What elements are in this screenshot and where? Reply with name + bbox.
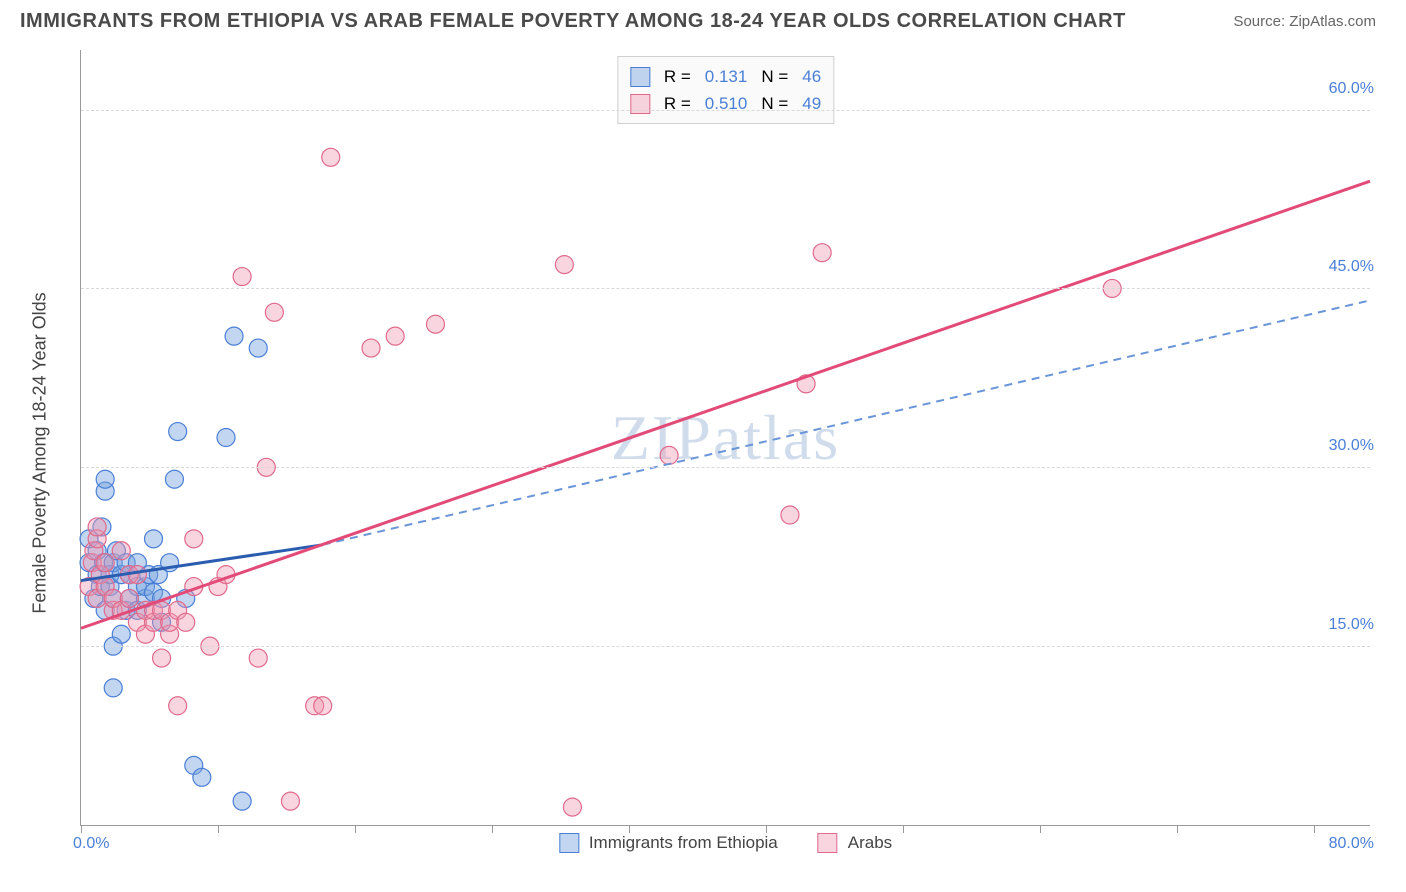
gridline	[81, 467, 1370, 468]
r-value-arabs: 0.510	[705, 90, 748, 117]
data-point	[96, 470, 114, 488]
legend-row-ethiopia: R = 0.131 N = 46	[630, 63, 821, 90]
n-value-arabs: 49	[802, 90, 821, 117]
data-point	[314, 697, 332, 715]
header: IMMIGRANTS FROM ETHIOPIA VS ARAB FEMALE …	[0, 0, 1406, 43]
data-point	[169, 423, 187, 441]
data-point	[322, 148, 340, 166]
swatch-ethiopia-icon	[559, 833, 579, 853]
data-point	[165, 470, 183, 488]
chart-title: IMMIGRANTS FROM ETHIOPIA VS ARAB FEMALE …	[20, 10, 1126, 33]
x-tick	[903, 825, 904, 833]
data-point	[555, 256, 573, 274]
r-value-ethiopia: 0.131	[705, 63, 748, 90]
data-point	[660, 446, 678, 464]
data-point	[281, 792, 299, 810]
data-point	[88, 518, 106, 536]
x-tick	[81, 825, 82, 833]
data-point	[563, 798, 581, 816]
gridline	[81, 646, 1370, 647]
n-label: N =	[761, 90, 788, 117]
swatch-ethiopia	[630, 67, 650, 87]
y-tick-label: 60.0%	[1329, 80, 1374, 98]
x-tick	[492, 825, 493, 833]
data-point	[185, 530, 203, 548]
plot-svg	[81, 50, 1370, 825]
x-tick	[1177, 825, 1178, 833]
swatch-arabs	[630, 94, 650, 114]
series-legend: Immigrants from Ethiopia Arabs	[559, 833, 892, 853]
n-value-ethiopia: 46	[802, 63, 821, 90]
data-point	[249, 339, 267, 357]
y-tick-label: 45.0%	[1329, 258, 1374, 276]
r-label: R =	[664, 90, 691, 117]
data-point	[233, 268, 251, 286]
correlation-legend: R = 0.131 N = 46 R = 0.510 N = 49	[617, 56, 834, 124]
n-label: N =	[761, 63, 788, 90]
data-point	[386, 327, 404, 345]
x-tick	[766, 825, 767, 833]
legend-label-ethiopia: Immigrants from Ethiopia	[589, 833, 778, 853]
data-point	[249, 649, 267, 667]
data-point	[177, 613, 195, 631]
data-point	[217, 429, 235, 447]
data-point	[96, 554, 114, 572]
data-point	[112, 542, 130, 560]
x-axis-min: 0.0%	[73, 835, 109, 853]
swatch-arabs-icon	[818, 833, 838, 853]
data-point	[193, 768, 211, 786]
data-point	[426, 315, 444, 333]
gridline	[81, 288, 1370, 289]
trendline	[81, 181, 1370, 628]
data-point	[813, 244, 831, 262]
data-point	[112, 625, 130, 643]
legend-row-arabs: R = 0.510 N = 49	[630, 90, 821, 117]
x-tick	[629, 825, 630, 833]
chart-area: Female Poverty Among 18-24 Year Olds ZIP…	[50, 50, 1370, 856]
data-point	[104, 679, 122, 697]
x-tick	[218, 825, 219, 833]
x-axis-max: 80.0%	[1329, 835, 1374, 853]
data-point	[169, 697, 187, 715]
data-point	[225, 327, 243, 345]
legend-item-arabs: Arabs	[818, 833, 892, 853]
data-point	[145, 530, 163, 548]
x-tick	[355, 825, 356, 833]
y-tick-label: 30.0%	[1329, 437, 1374, 455]
data-point	[153, 649, 171, 667]
y-tick-label: 15.0%	[1329, 616, 1374, 634]
x-tick	[1314, 825, 1315, 833]
data-point	[233, 792, 251, 810]
y-axis-label: Female Poverty Among 18-24 Year Olds	[30, 292, 51, 613]
gridline	[81, 110, 1370, 111]
legend-label-arabs: Arabs	[848, 833, 892, 853]
data-point	[265, 303, 283, 321]
source-label: Source: ZipAtlas.com	[1233, 13, 1376, 30]
legend-item-ethiopia: Immigrants from Ethiopia	[559, 833, 778, 853]
trendline-extrapolated	[323, 300, 1370, 544]
r-label: R =	[664, 63, 691, 90]
data-point	[362, 339, 380, 357]
plot-region: ZIPatlas R = 0.131 N = 46 R = 0.510 N = …	[80, 50, 1370, 826]
data-point	[781, 506, 799, 524]
x-tick	[1040, 825, 1041, 833]
data-point	[120, 589, 138, 607]
